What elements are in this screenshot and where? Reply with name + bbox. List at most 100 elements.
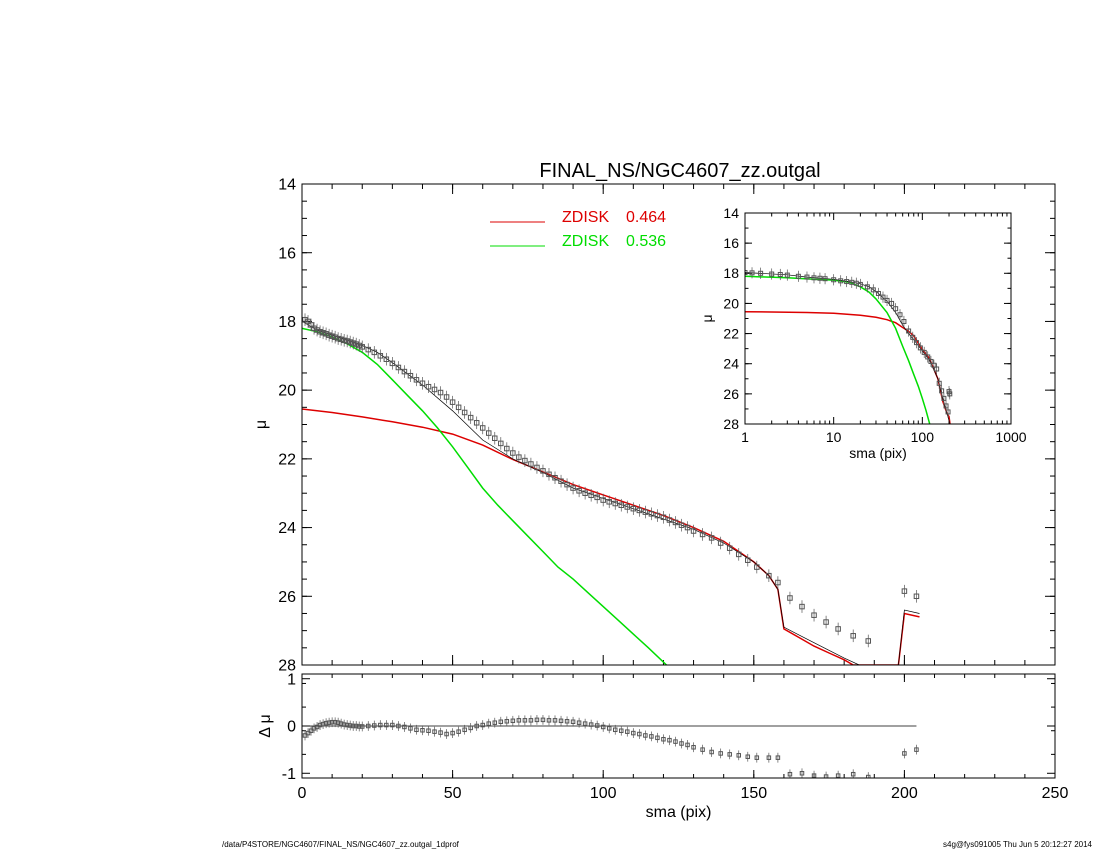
series-line-zdisk-0-464 [745, 310, 951, 424]
data-point [395, 364, 402, 371]
data-point [769, 271, 775, 277]
y-tick-label: 1 [287, 671, 296, 688]
data-point [889, 300, 895, 306]
data-point [811, 275, 817, 281]
inset-log-plot: 14 16 18 20 22 24 26 281 10 100 1000 sma (pix) μ [699, 205, 1027, 461]
data-point [383, 356, 390, 362]
data-point [534, 717, 540, 723]
y-tick-label: 16 [723, 235, 739, 251]
data-point [576, 720, 582, 725]
data-point [437, 389, 444, 396]
legend-label: ZDISK [562, 233, 609, 250]
data-point [804, 274, 810, 280]
data-point [921, 349, 927, 355]
data-point [492, 720, 498, 725]
x-tick-label: 1 [741, 429, 749, 445]
data-point [831, 277, 837, 283]
y-tick-label: 22 [278, 451, 296, 468]
y-tick-label: 20 [278, 383, 296, 400]
y-tick-label: 20 [723, 295, 739, 311]
data-point [552, 718, 558, 723]
data-point [341, 337, 347, 344]
data-point [799, 603, 805, 610]
data-point [510, 718, 516, 724]
y-tick-label: 18 [278, 314, 296, 331]
data-point [516, 718, 522, 723]
data-point [390, 722, 395, 728]
data-point [691, 745, 696, 750]
data-point [684, 524, 691, 531]
data-point [332, 334, 338, 340]
data-point [866, 774, 871, 778]
data-point [931, 362, 937, 368]
data-point [540, 717, 546, 723]
data-point [534, 464, 540, 471]
data-point [606, 499, 612, 505]
data-point [822, 276, 828, 282]
data-point [925, 354, 931, 360]
data-point [685, 742, 690, 748]
data-point [655, 735, 660, 741]
data-point [461, 409, 468, 416]
data-point [444, 731, 449, 737]
y-tick-label: 28 [723, 416, 739, 432]
data-point [947, 391, 953, 397]
data-point [558, 718, 564, 724]
data-point [396, 723, 401, 729]
data-point [347, 339, 353, 345]
data-point [504, 719, 510, 724]
data-point [443, 394, 450, 400]
data-point [450, 730, 455, 736]
data-point [462, 727, 467, 733]
data-point [758, 270, 764, 276]
data-point [835, 773, 841, 778]
data-point [612, 500, 618, 507]
data-point [378, 722, 383, 728]
y-tick-label: 24 [723, 356, 739, 372]
data-point [901, 588, 908, 594]
y-tick-label: 18 [723, 265, 739, 281]
series-line-total [302, 321, 920, 665]
data-point [823, 619, 829, 625]
data-point [582, 490, 588, 496]
data-point [468, 725, 473, 731]
data-point [407, 372, 414, 379]
data-point [311, 325, 317, 332]
data-point [473, 420, 480, 426]
y-tick-label: 14 [278, 177, 296, 194]
data-point [811, 612, 817, 618]
x-tick-label: 1000 [995, 429, 1026, 445]
data-point [308, 322, 314, 328]
data-point [636, 507, 643, 514]
data-point [528, 718, 534, 723]
data-point [649, 734, 654, 739]
data-point [326, 332, 332, 338]
data-point [690, 528, 697, 534]
data-point [850, 771, 856, 777]
data-point [642, 509, 649, 515]
x-tick-label: 10 [826, 429, 842, 445]
plot-area [745, 266, 953, 424]
data-point [799, 771, 805, 776]
data-point [654, 512, 661, 519]
data-point [353, 341, 359, 347]
series-line-zdisk-0-536 [745, 275, 931, 424]
footer-timestamp: s4g@fys091005 Thu Jun 5 20:12:27 2014 [943, 840, 1092, 849]
data-point [576, 488, 582, 494]
data-point [432, 729, 437, 734]
data-point [787, 771, 793, 777]
data-point [350, 340, 356, 346]
data-point [449, 399, 456, 405]
data-point [480, 722, 485, 728]
plot-frame [744, 212, 1012, 425]
data-point [498, 440, 504, 447]
data-point [678, 522, 685, 528]
data-point [857, 281, 863, 287]
data-point [630, 505, 637, 512]
data-point [317, 328, 323, 335]
y-tick-label: 14 [723, 205, 739, 221]
data-point [679, 741, 684, 746]
x-tick-label: 100 [590, 785, 617, 802]
data-point [528, 461, 534, 467]
